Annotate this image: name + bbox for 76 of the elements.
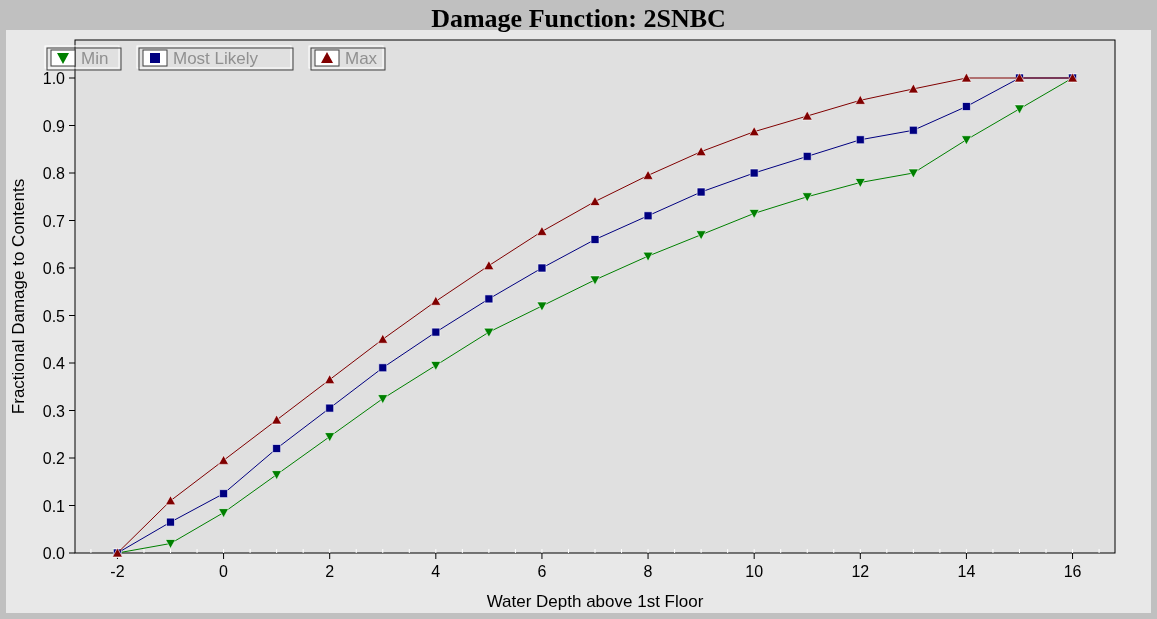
x-tick-label: 10 [745,563,764,580]
point [431,327,441,337]
point [642,170,654,180]
x-tick-label: 2 [325,563,335,580]
x-tick-label: 6 [537,563,547,580]
x-tick-label: -2 [110,563,125,580]
point [855,178,866,188]
point [377,333,389,344]
point [218,455,229,465]
point [748,209,760,219]
point [962,102,971,111]
point [695,230,707,241]
point [801,110,813,121]
y-tick-label: 0.9 [42,117,66,135]
x-tick-label: 16 [1063,563,1082,580]
point [802,152,812,161]
point [961,135,972,146]
point [537,263,547,273]
point [378,363,388,373]
point [961,72,972,83]
point [696,187,706,197]
legend-label: Min [81,49,109,68]
x-axis-title: Water Depth above 1st Floor [486,592,704,611]
legend-label: Max [345,49,378,68]
y-tick-label: 0.1 [42,497,66,515]
point [324,374,335,384]
point [642,251,654,262]
point [165,495,176,506]
point [219,489,228,498]
y-tick-label: 0.0 [42,545,66,562]
point [855,95,866,105]
point [908,168,919,179]
x-tick-label: 4 [431,563,441,580]
point [536,226,548,236]
point [484,294,494,304]
point [325,403,334,413]
y-tick-label: 0.8 [42,165,66,182]
point [695,146,707,156]
y-tick-label: 1.0 [42,70,66,87]
point [589,275,601,286]
point [643,211,653,221]
point [483,327,495,338]
y-axis-title: Fractional Damage to Contents [9,178,28,415]
y-tick-label: 0.2 [42,450,66,467]
point [536,301,548,312]
point [909,125,918,135]
point [271,414,282,425]
y-tick-label: 0.3 [42,402,66,420]
point [589,196,601,206]
x-tick-label: 14 [957,563,976,580]
point [483,260,495,270]
point [271,470,282,480]
point [590,235,600,244]
point [748,126,760,136]
point [801,192,813,203]
point [166,517,175,527]
y-tick-label: 0.7 [42,212,66,230]
y-tick-label: 0.6 [42,260,66,277]
point [324,432,335,442]
chart-title: Damage Function: 2SNBC [431,4,726,33]
point [430,361,442,371]
point [218,508,229,518]
point [165,539,176,549]
point [377,394,389,404]
point [1014,104,1025,115]
x-tick-label: 0 [219,563,229,580]
point [908,83,919,94]
x-tick-label: 12 [851,563,870,580]
x-tick-label: 8 [643,563,653,580]
point [749,168,759,178]
point [272,444,281,453]
y-tick-label: 0.5 [42,307,66,325]
legend-label: Most Likely [173,49,259,68]
point [430,295,442,306]
point [856,135,865,145]
y-tick-label: 0.4 [42,355,66,372]
